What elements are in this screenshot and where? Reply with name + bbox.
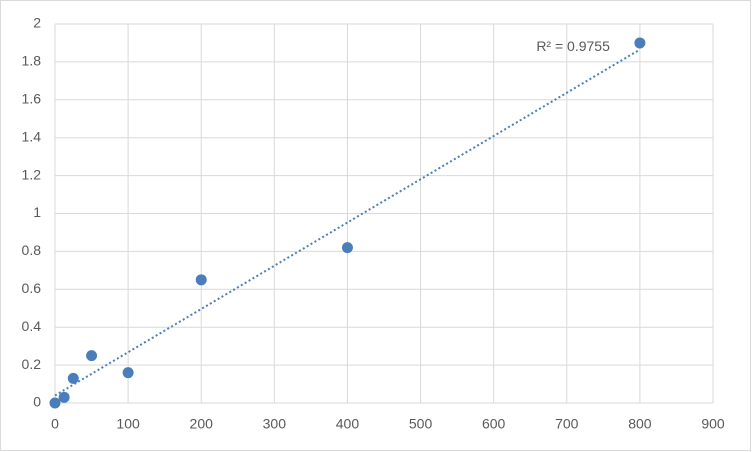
x-tick-label: 600 xyxy=(482,416,506,432)
y-tick-label: 0.6 xyxy=(22,280,42,296)
y-tick-label: 0.4 xyxy=(22,318,42,334)
point xyxy=(49,397,61,409)
x-tick-label: 0 xyxy=(51,416,59,432)
y-tick-label: 1.2 xyxy=(22,166,42,182)
y-tick-label: 1 xyxy=(33,204,41,220)
point xyxy=(195,274,207,286)
y-tick-label: 0 xyxy=(33,394,41,410)
x-tick-label: 900 xyxy=(701,416,725,432)
y-tick-label: 0.8 xyxy=(22,242,42,258)
y-tick-label: 1.6 xyxy=(22,91,42,107)
point xyxy=(634,37,646,49)
x-tick-label: 700 xyxy=(555,416,579,432)
x-tick-label: 200 xyxy=(190,416,214,432)
y-tick-label: 1.4 xyxy=(22,128,42,144)
x-tick-label: 100 xyxy=(116,416,140,432)
y-tick-label: 2 xyxy=(33,15,41,31)
point xyxy=(86,350,98,362)
x-tick-label: 300 xyxy=(263,416,287,432)
point xyxy=(341,242,353,254)
x-tick-label: 800 xyxy=(628,416,652,432)
x-tick-label: 400 xyxy=(336,416,360,432)
trendline-label: R² = 0.9755 xyxy=(536,38,610,54)
y-tick-label: 1.8 xyxy=(22,53,42,69)
x-tick-label: 500 xyxy=(409,416,433,432)
point xyxy=(67,372,79,384)
trendline xyxy=(54,48,641,397)
point xyxy=(122,367,134,379)
point xyxy=(58,391,70,403)
y-tick-label: 0.2 xyxy=(22,356,42,372)
